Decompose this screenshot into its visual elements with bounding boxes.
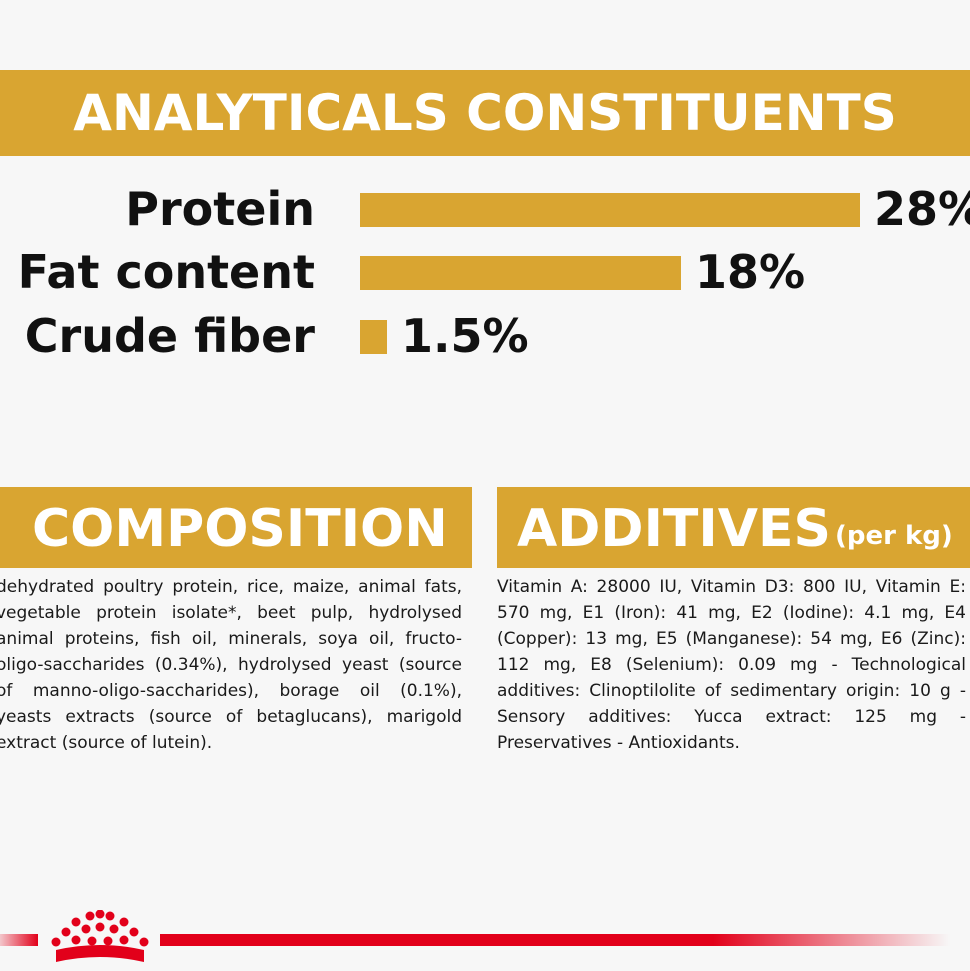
- additives-title: ADDITIVES: [517, 499, 831, 559]
- crude-fiber-bar: [360, 320, 387, 354]
- analytical-constituents-header: ANALYTICALS CONSTITUENTS: [0, 70, 970, 156]
- composition-header: COMPOSITION: [0, 487, 472, 568]
- crown-icon: [51, 910, 149, 962]
- fat-content-label: Fat content: [17, 245, 315, 299]
- additives-subtitle: (per kg): [835, 521, 953, 551]
- composition-text: dehydrated poultry protein, rice, maize,…: [0, 577, 462, 753]
- additives-text: Vitamin A: 28000 IU, Vitamin D3: 800 IU,…: [497, 577, 966, 753]
- protein-value: 28%: [874, 182, 970, 236]
- analytical-constituents-title: ANALYTICALS CONSTITUENTS: [73, 84, 897, 142]
- composition-title: COMPOSITION: [32, 499, 448, 559]
- additives-header: ADDITIVES (per kg): [497, 487, 970, 568]
- protein-label: Protein: [125, 182, 315, 236]
- fat-content-value: 18%: [695, 245, 806, 299]
- fat-content-bar: [360, 256, 681, 290]
- crude-fiber-value: 1.5%: [401, 309, 529, 363]
- crude-fiber-label: Crude fiber: [24, 309, 315, 363]
- footer-divider-left: [0, 934, 38, 946]
- footer-divider: [160, 934, 950, 946]
- protein-bar: [360, 193, 860, 227]
